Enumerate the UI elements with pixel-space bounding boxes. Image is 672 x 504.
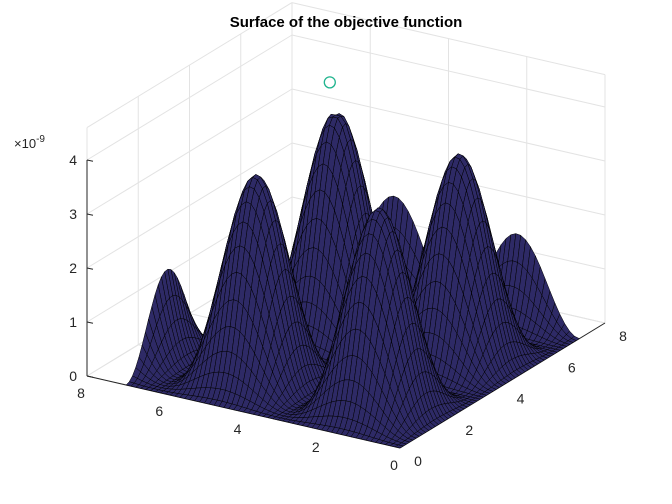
back-wall-grid-horizontal [86,34,293,161]
optimum-marker [323,76,336,89]
y-tick-label: 2 [312,439,320,455]
y-tick-label: 8 [77,385,85,401]
chart-title: Surface of the objective function [230,14,463,31]
surface-patch [394,444,404,449]
surface-mesh [125,112,580,449]
z-tick-mark [86,321,94,324]
y-tick-label: 6 [155,403,163,419]
z-tick-label: 0 [69,368,77,384]
z-tick-label: 2 [69,260,77,276]
z-tick-label: 4 [69,152,77,168]
side-wall-top-edge [291,2,606,76]
z-tick-label: 3 [69,206,77,222]
z-exponent-power: -9 [36,134,45,145]
back-wall-grid-horizontal [86,88,293,215]
side-wall-grid-horizontal [291,88,606,162]
y-tick-label: 0 [390,457,398,473]
x-tick-label: 6 [568,359,576,375]
x-tick-label: 4 [517,391,525,407]
z-tick-mark [86,213,94,216]
z-tick-label: 1 [69,314,77,330]
z-exponent-label: ×10-9 [14,134,45,151]
x-tick-label: 8 [619,328,627,344]
z-tick-mark [86,267,94,270]
back-wall-grid-horizontal [86,142,293,269]
back-wall-top-edge [86,2,293,129]
z-tick-mark [86,159,94,162]
x-tick-label: 2 [465,422,473,438]
x-tick-label: 0 [414,453,422,469]
z-exponent-base: ×10 [14,136,36,151]
y-tick-label: 4 [234,421,242,437]
z-tick-mark [86,375,94,378]
side-wall-grid-horizontal [291,34,606,108]
optimum-marker-layer [323,76,336,89]
